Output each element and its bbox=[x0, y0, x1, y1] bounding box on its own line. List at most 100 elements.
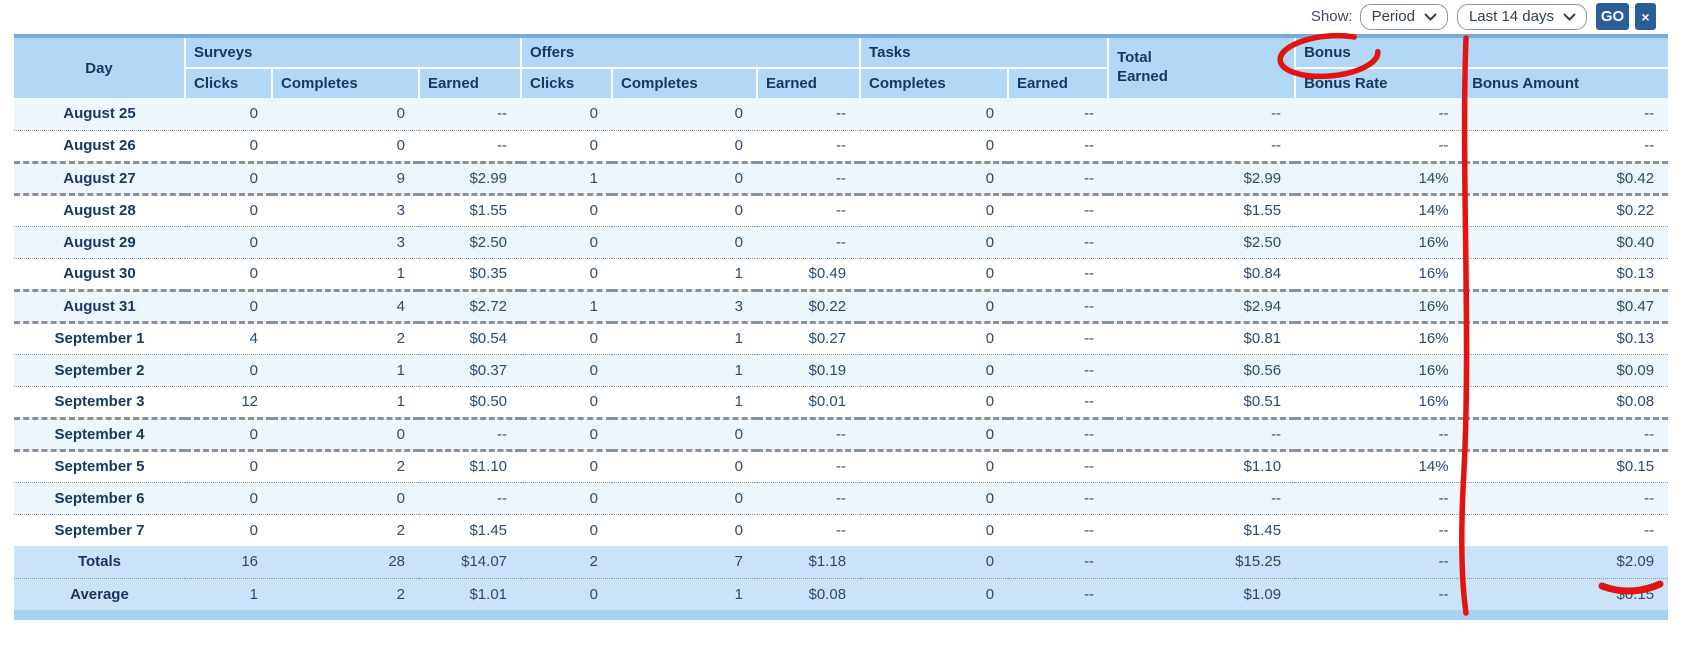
column-header-tasks-earned: Earned bbox=[1007, 67, 1109, 98]
value-cell: -- bbox=[1108, 98, 1296, 131]
value-cell: 0 bbox=[860, 450, 1009, 483]
value-cell: 0 bbox=[521, 450, 613, 483]
column-header-offers-completes: Completes bbox=[611, 67, 758, 98]
value-cell: 2 bbox=[272, 514, 419, 546]
value-cell: 16% bbox=[1295, 226, 1464, 259]
value-cell: $0.08 bbox=[757, 578, 861, 610]
value-cell: 0 bbox=[272, 98, 419, 131]
value-cell: -- bbox=[1462, 418, 1669, 452]
value-cell: 28 bbox=[272, 546, 419, 579]
value-cell: 0 bbox=[521, 578, 613, 610]
table-bottom-strip bbox=[14, 610, 1668, 620]
value-cell: $0.15 bbox=[1462, 578, 1669, 610]
value-cell: $2.50 bbox=[1108, 226, 1296, 259]
value-cell: $2.99 bbox=[1108, 162, 1296, 196]
value-cell: -- bbox=[1008, 130, 1109, 164]
value-cell: 0 bbox=[521, 418, 613, 452]
close-button[interactable]: × bbox=[1635, 3, 1656, 30]
table-top-strip bbox=[14, 34, 1668, 38]
value-cell: -- bbox=[1295, 418, 1464, 452]
value-cell: $0.15 bbox=[1462, 450, 1669, 483]
value-cell: -- bbox=[1108, 130, 1296, 164]
value-cell: 0 bbox=[521, 482, 613, 515]
value-cell: 0 bbox=[185, 226, 272, 259]
value-cell: $1.01 bbox=[419, 578, 522, 610]
value-cell: -- bbox=[1008, 418, 1109, 452]
group-header-tasks: Tasks bbox=[859, 38, 1109, 68]
value-cell: -- bbox=[757, 226, 861, 259]
table-body: August 25 0 0 -- 0 0 -- 0 -- -- -- -- August 26 0 0 -- 0… bbox=[14, 98, 1669, 610]
value-cell: -- bbox=[419, 130, 522, 164]
value-cell: 3 bbox=[612, 290, 758, 324]
value-cell: -- bbox=[757, 162, 861, 196]
table-row: August 27 0 9 $2.99 1 0 -- 0 -- $2.99 14% $0.42 bbox=[14, 162, 1669, 196]
value-cell: 16% bbox=[1295, 322, 1464, 355]
date-range-select[interactable]: Last 14 days bbox=[1456, 3, 1587, 30]
value-cell: 2 bbox=[272, 450, 419, 483]
date-range-select-value: Last 14 days bbox=[1468, 8, 1554, 25]
value-cell: -- bbox=[757, 130, 861, 164]
value-cell: 16% bbox=[1295, 258, 1464, 292]
value-cell: 0 bbox=[612, 162, 758, 196]
value-cell: 0 bbox=[521, 354, 613, 387]
value-cell: 0 bbox=[860, 290, 1009, 324]
column-header-tasks-completes: Completes bbox=[859, 67, 1009, 98]
value-cell: 2 bbox=[521, 546, 613, 579]
value-cell: 0 bbox=[612, 450, 758, 483]
column-header-offers-clicks: Clicks bbox=[520, 67, 613, 98]
column-header-offers-earned: Earned bbox=[756, 67, 861, 98]
value-cell: $0.42 bbox=[1462, 162, 1669, 196]
value-cell: $1.10 bbox=[419, 450, 522, 483]
value-cell: -- bbox=[757, 418, 861, 452]
value-cell: 0 bbox=[272, 482, 419, 515]
day-cell: August 31 bbox=[14, 290, 185, 324]
value-cell: $0.51 bbox=[1108, 386, 1296, 420]
value-cell: 0 bbox=[860, 130, 1009, 164]
value-cell: 12 bbox=[185, 386, 272, 420]
group-header-offers: Offers bbox=[520, 38, 861, 68]
value-cell: 0 bbox=[521, 194, 613, 227]
value-cell: -- bbox=[1295, 130, 1464, 164]
day-cell: August 27 bbox=[14, 162, 185, 196]
table-row: September 6 0 0 -- 0 0 -- 0 -- -- -- -- bbox=[14, 482, 1669, 515]
value-cell: 3 bbox=[272, 226, 419, 259]
value-cell: 0 bbox=[860, 354, 1009, 387]
value-cell: -- bbox=[1108, 482, 1296, 515]
table-row: August 26 0 0 -- 0 0 -- 0 -- -- -- -- bbox=[14, 130, 1669, 164]
value-cell: 0 bbox=[185, 482, 272, 515]
value-cell: -- bbox=[1008, 450, 1109, 483]
toolbar: Show: Period Last 14 days GO × bbox=[1311, 3, 1656, 30]
value-cell: $0.01 bbox=[757, 386, 861, 420]
value-cell: -- bbox=[1008, 194, 1109, 227]
table-row: August 29 0 3 $2.50 0 0 -- 0 -- $2.50 16% $0.40 bbox=[14, 226, 1669, 259]
table-row: September 5 0 2 $1.10 0 0 -- 0 -- $1.10 14% $0.15 bbox=[14, 450, 1669, 483]
day-cell: September 3 bbox=[14, 386, 185, 420]
totals-row: Totals 16 28 $14.07 2 7 $1.18 0 -- $15.25 -- $2.09 bbox=[14, 546, 1669, 579]
value-cell: 16% bbox=[1295, 386, 1464, 420]
day-cell: September 2 bbox=[14, 354, 185, 387]
chevron-down-icon bbox=[1563, 12, 1576, 21]
value-cell: 14% bbox=[1295, 194, 1464, 227]
value-cell: -- bbox=[1008, 322, 1109, 355]
value-cell: $0.40 bbox=[1462, 226, 1669, 259]
value-cell: $2.72 bbox=[419, 290, 522, 324]
value-cell: -- bbox=[419, 482, 522, 515]
value-cell: 0 bbox=[860, 482, 1009, 515]
value-cell: 0 bbox=[185, 194, 272, 227]
value-cell: -- bbox=[1008, 354, 1109, 387]
value-cell: -- bbox=[1295, 514, 1464, 546]
value-cell: $0.49 bbox=[757, 258, 861, 292]
go-button[interactable]: GO bbox=[1596, 3, 1629, 30]
value-cell: 0 bbox=[521, 130, 613, 164]
table-row: September 4 0 0 -- 0 0 -- 0 -- -- -- -- bbox=[14, 418, 1669, 452]
value-cell: 0 bbox=[521, 386, 613, 420]
value-cell: 0 bbox=[860, 546, 1009, 579]
value-cell: $0.09 bbox=[1462, 354, 1669, 387]
value-cell: -- bbox=[1295, 482, 1464, 515]
value-cell: 0 bbox=[185, 258, 272, 292]
day-cell: September 4 bbox=[14, 418, 185, 452]
value-cell: 1 bbox=[521, 162, 613, 196]
value-cell: 0 bbox=[860, 226, 1009, 259]
average-row: Average 1 2 $1.01 0 1 $0.08 0 -- $1.09 -- $0.15 bbox=[14, 578, 1669, 610]
period-select[interactable]: Period bbox=[1359, 3, 1448, 30]
